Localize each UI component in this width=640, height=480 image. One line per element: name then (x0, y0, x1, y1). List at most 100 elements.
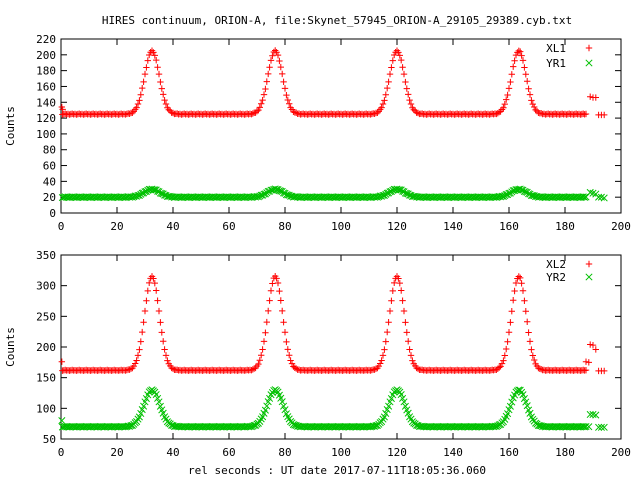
data-point (262, 329, 269, 336)
data-point (395, 275, 402, 282)
data-point (259, 96, 266, 104)
data-point (496, 364, 503, 371)
data-point (246, 422, 254, 430)
data-point (265, 307, 272, 315)
data-point (155, 398, 163, 406)
data-point (263, 78, 270, 85)
data-point (260, 338, 268, 345)
data-point (586, 410, 594, 419)
data-point (277, 297, 284, 304)
data-point (137, 91, 144, 98)
data-point (396, 52, 403, 59)
data-point (134, 352, 142, 359)
data-point (501, 352, 508, 359)
data-point (292, 193, 300, 201)
data-point (407, 352, 415, 359)
series-yr2 (58, 386, 608, 431)
data-point (396, 279, 403, 287)
legend-marker (585, 44, 593, 52)
data-point (579, 193, 587, 201)
series-xl2 (58, 272, 608, 375)
data-point (133, 357, 140, 364)
data-point (521, 64, 528, 71)
data-point (269, 280, 276, 287)
data-point (259, 346, 266, 353)
data-point (275, 187, 283, 195)
x-tick-label: 20 (110, 446, 123, 459)
data-point (252, 193, 260, 201)
data-point (161, 96, 168, 104)
data-point (368, 422, 376, 431)
y-tick-label: 200 (36, 49, 56, 62)
data-point (565, 193, 573, 201)
data-point (153, 287, 160, 294)
data-point (132, 360, 139, 367)
data-point (386, 70, 394, 78)
x-tick-label: 180 (555, 446, 575, 459)
data-point (494, 109, 501, 117)
data-point (258, 352, 265, 359)
data-point (334, 193, 342, 201)
data-point (600, 194, 608, 202)
data-point (579, 422, 587, 430)
data-point (403, 329, 410, 336)
y-tick-label: 250 (36, 310, 56, 323)
data-point (504, 91, 511, 99)
data-point (407, 100, 415, 108)
data-point (379, 352, 387, 359)
data-point (277, 63, 284, 71)
data-point (535, 364, 542, 372)
data-point (515, 185, 523, 193)
data-point (404, 409, 412, 417)
data-point (157, 319, 164, 326)
data-point (522, 308, 529, 315)
data-point (589, 341, 597, 349)
data-point (503, 345, 510, 353)
data-point (388, 64, 395, 71)
data-point (265, 70, 272, 78)
data-point (582, 366, 590, 374)
data-point (507, 78, 514, 86)
data-point (281, 329, 289, 336)
data-point (151, 279, 158, 287)
data-point (531, 103, 538, 111)
data-point (601, 367, 608, 375)
data-point (96, 193, 104, 201)
data-point (327, 193, 335, 201)
bottom-panel: 0 20 40 60 80 100 120 140 160 180 200 50 100 150 200 25… (4, 249, 631, 459)
data-point (371, 366, 378, 373)
legend-label: XL2 (546, 258, 566, 271)
data-point (481, 193, 489, 201)
data-point (497, 193, 505, 201)
data-point (152, 390, 160, 399)
x-tick-label: 160 (499, 446, 519, 459)
data-point (276, 287, 283, 295)
data-point (460, 193, 468, 201)
data-point (572, 193, 580, 201)
legend-marker (585, 59, 593, 67)
data-point (187, 193, 195, 201)
data-point (267, 57, 275, 64)
data-point (129, 109, 136, 117)
legend-marker (585, 260, 593, 268)
data-point (155, 307, 163, 315)
data-point (385, 402, 393, 410)
x-tick-label: 160 (499, 220, 519, 233)
data-point (585, 359, 592, 366)
data-point (255, 360, 262, 368)
data-point (165, 106, 172, 113)
data-point (293, 109, 300, 116)
data-point (414, 109, 422, 117)
data-point (526, 91, 534, 98)
data-point (507, 319, 514, 326)
y-tick-label: 50 (43, 433, 56, 446)
data-point (405, 338, 412, 345)
data-point (158, 329, 165, 336)
data-point (400, 70, 408, 78)
data-point (518, 280, 525, 287)
data-point (253, 192, 261, 201)
data-point (126, 366, 133, 373)
data-point (173, 193, 181, 201)
data-point (134, 100, 142, 108)
